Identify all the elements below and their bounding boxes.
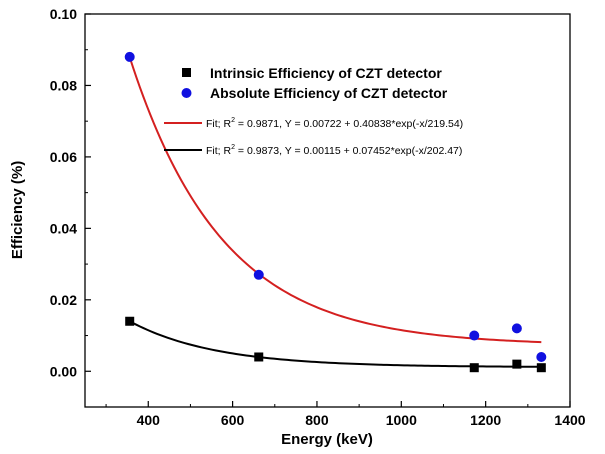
y-tick-label: 0.04 <box>50 220 77 236</box>
intrinsic-point <box>469 363 479 373</box>
legend-intrinsic-label: Intrinsic Efficiency of CZT detector <box>210 65 442 81</box>
legend-fit-absolute-label: Fit; R2 = 0.9871, Y = 0.00722 + 0.40838*… <box>206 117 463 130</box>
legend-absolute-label: Absolute Efficiency of CZT detector <box>210 85 448 101</box>
fit-curves <box>128 56 542 368</box>
x-tick-label: 600 <box>221 412 245 428</box>
axis-ticks: 400 600 800 1000 1200 1400 0.00 0.02 0.04 0.06 0.0… <box>50 6 586 428</box>
y-tick-label: 0.08 <box>50 77 77 93</box>
y-tick-label: 0.00 <box>50 363 77 379</box>
x-tick-label: 400 <box>137 412 161 428</box>
intrinsic-point <box>536 363 546 373</box>
data-markers <box>124 51 547 373</box>
x-tick-label: 800 <box>305 412 329 428</box>
legend: Intrinsic Efficiency of CZT detector Abso… <box>164 65 463 157</box>
y-tick-label: 0.06 <box>50 149 77 165</box>
intrinsic-point <box>125 316 135 326</box>
x-tick-label: 1000 <box>386 412 417 428</box>
intrinsic-point <box>512 359 522 369</box>
y-tick-label: 0.10 <box>50 6 77 22</box>
absolute-point <box>469 330 480 341</box>
x-axis-title: Energy (keV) <box>281 431 373 448</box>
intrinsic-point <box>254 352 264 362</box>
x-tick-label: 1400 <box>554 412 585 428</box>
absolute-point <box>124 51 135 62</box>
y-tick-label: 0.02 <box>50 292 77 308</box>
legend-absolute-symbol <box>181 88 192 98</box>
legend-intrinsic-symbol <box>182 68 191 77</box>
y-axis-title: Efficiency (%) <box>9 161 26 259</box>
absolute-point <box>253 269 264 280</box>
absolute-point <box>511 323 522 334</box>
fit-curve-intrinsic <box>129 320 542 368</box>
legend-fit-intrinsic-label: Fit; R2 = 0.9873, Y = 0.00115 + 0.07452*… <box>206 144 462 157</box>
x-tick-label: 1200 <box>470 412 501 428</box>
plot-frame <box>84 13 571 408</box>
absolute-point <box>536 351 547 362</box>
